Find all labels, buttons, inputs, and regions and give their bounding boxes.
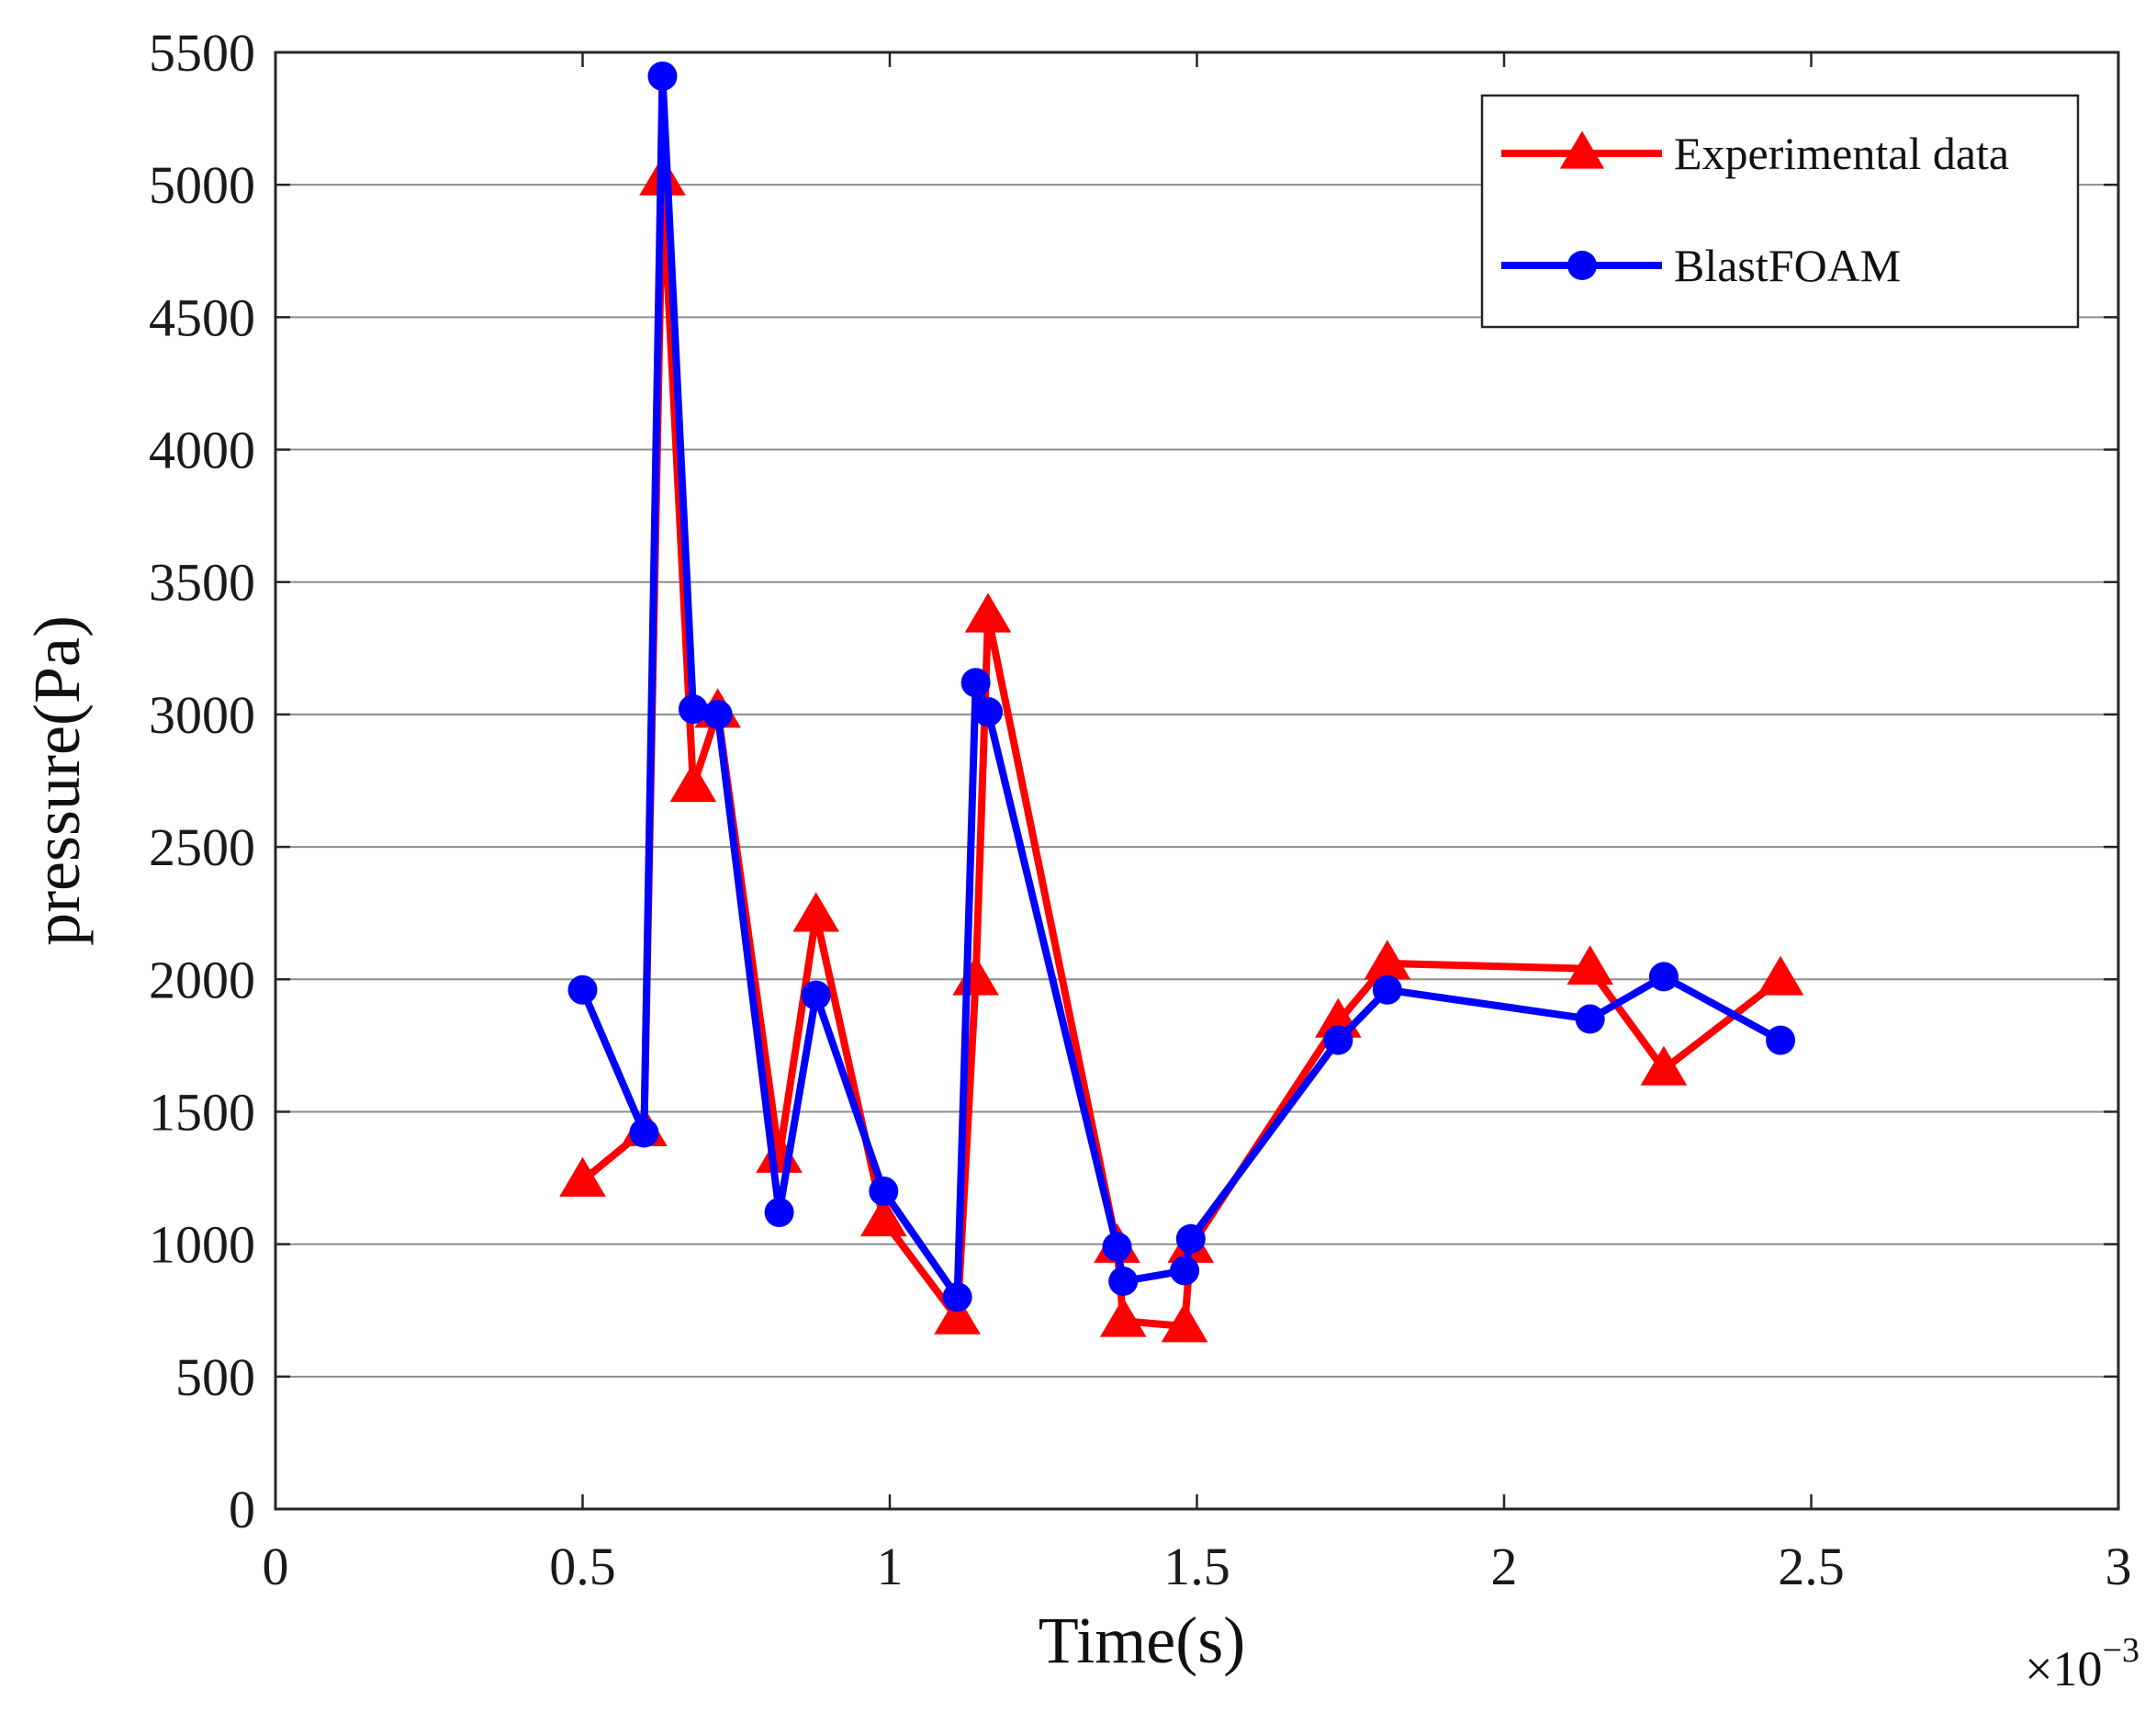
data-point-circle: [1102, 1232, 1132, 1262]
x-tick-label: 2: [1491, 1537, 1518, 1596]
data-point-circle: [1575, 1004, 1605, 1034]
series-1: [567, 61, 1796, 1312]
series-layer: [559, 61, 1804, 1343]
series-0: [559, 155, 1804, 1343]
y-tick-label: 5000: [149, 155, 255, 215]
data-point-circle: [1170, 1256, 1200, 1286]
tick-layer: 0 500 1000 1500 2000 2500 3000 3500 4000 4500 5000…: [149, 23, 2132, 1596]
data-point-triangle: [964, 592, 1012, 633]
y-tick-label: 500: [175, 1347, 255, 1407]
legend-marker-triangle: [1559, 130, 1605, 169]
data-point-circle: [1175, 1223, 1206, 1254]
y-tick-label: 1500: [149, 1082, 255, 1142]
data-point-circle: [629, 1118, 659, 1148]
x-axis-title: Time(s): [1039, 1604, 1245, 1677]
data-point-triangle: [1640, 1045, 1688, 1086]
legend-entries: Experimental data BlastFOAM: [1501, 128, 2009, 291]
y-tick-label: 4000: [149, 421, 255, 480]
y-tick-label: 5500: [149, 23, 255, 83]
x-tick-label: 0.5: [549, 1537, 616, 1596]
data-point-triangle: [1099, 1297, 1147, 1337]
data-point-triangle: [792, 892, 840, 932]
legend-marker-circle: [1567, 251, 1597, 280]
data-point-triangle: [860, 1197, 907, 1237]
x-axis-exponent-base: ×10: [2025, 1641, 2102, 1696]
data-point-circle: [647, 61, 678, 91]
x-tick-label: 1.5: [1163, 1537, 1230, 1596]
data-point-triangle: [1364, 940, 1411, 980]
y-tick-label: 3500: [149, 553, 255, 613]
data-point-triangle: [669, 762, 717, 803]
x-axis-exponent-power: −3: [2103, 1631, 2139, 1670]
data-point-circle: [960, 668, 991, 698]
x-axis-exponent: ×10−3: [2025, 1631, 2139, 1696]
x-tick-label: 2.5: [1778, 1537, 1845, 1596]
y-tick-label: 2000: [149, 950, 255, 1009]
y-axis-title: pressure(Pa): [20, 615, 94, 946]
data-point-triangle: [559, 1156, 606, 1197]
x-tick-label: 1: [877, 1537, 904, 1596]
data-point-circle: [1323, 1025, 1353, 1055]
data-point-circle: [1766, 1025, 1796, 1055]
data-point-circle: [973, 697, 1004, 727]
x-tick-label: 3: [2105, 1537, 2132, 1596]
data-point-circle: [1648, 962, 1679, 992]
data-point-triangle: [1161, 1302, 1208, 1343]
data-point-circle: [1372, 974, 1402, 1005]
x-tick-label: 0: [263, 1537, 289, 1596]
y-tick-label: 2500: [149, 817, 255, 877]
data-point-circle: [567, 974, 598, 1005]
legend: Experimental data BlastFOAM: [1480, 94, 2080, 329]
legend-label: Experimental data: [1674, 128, 2009, 179]
data-point-triangle: [1757, 955, 1804, 996]
y-tick-label: 0: [229, 1480, 255, 1539]
data-point-circle: [1108, 1267, 1139, 1297]
data-point-circle: [869, 1176, 899, 1206]
data-point-circle: [942, 1282, 972, 1312]
legend-entry-0: Experimental data: [1501, 128, 2009, 179]
data-point-circle: [678, 694, 708, 725]
data-point-triangle: [934, 1294, 981, 1335]
data-point-triangle: [1566, 945, 1613, 986]
y-tick-label: 3000: [149, 685, 255, 745]
data-point-circle: [702, 699, 733, 729]
y-tick-label: 1000: [149, 1215, 255, 1275]
legend-label: BlastFOAM: [1674, 240, 1901, 291]
data-point-circle: [764, 1198, 794, 1228]
y-tick-label: 4500: [149, 287, 255, 347]
legend-entry-1: BlastFOAM: [1501, 240, 1901, 291]
data-point-circle: [801, 980, 831, 1010]
